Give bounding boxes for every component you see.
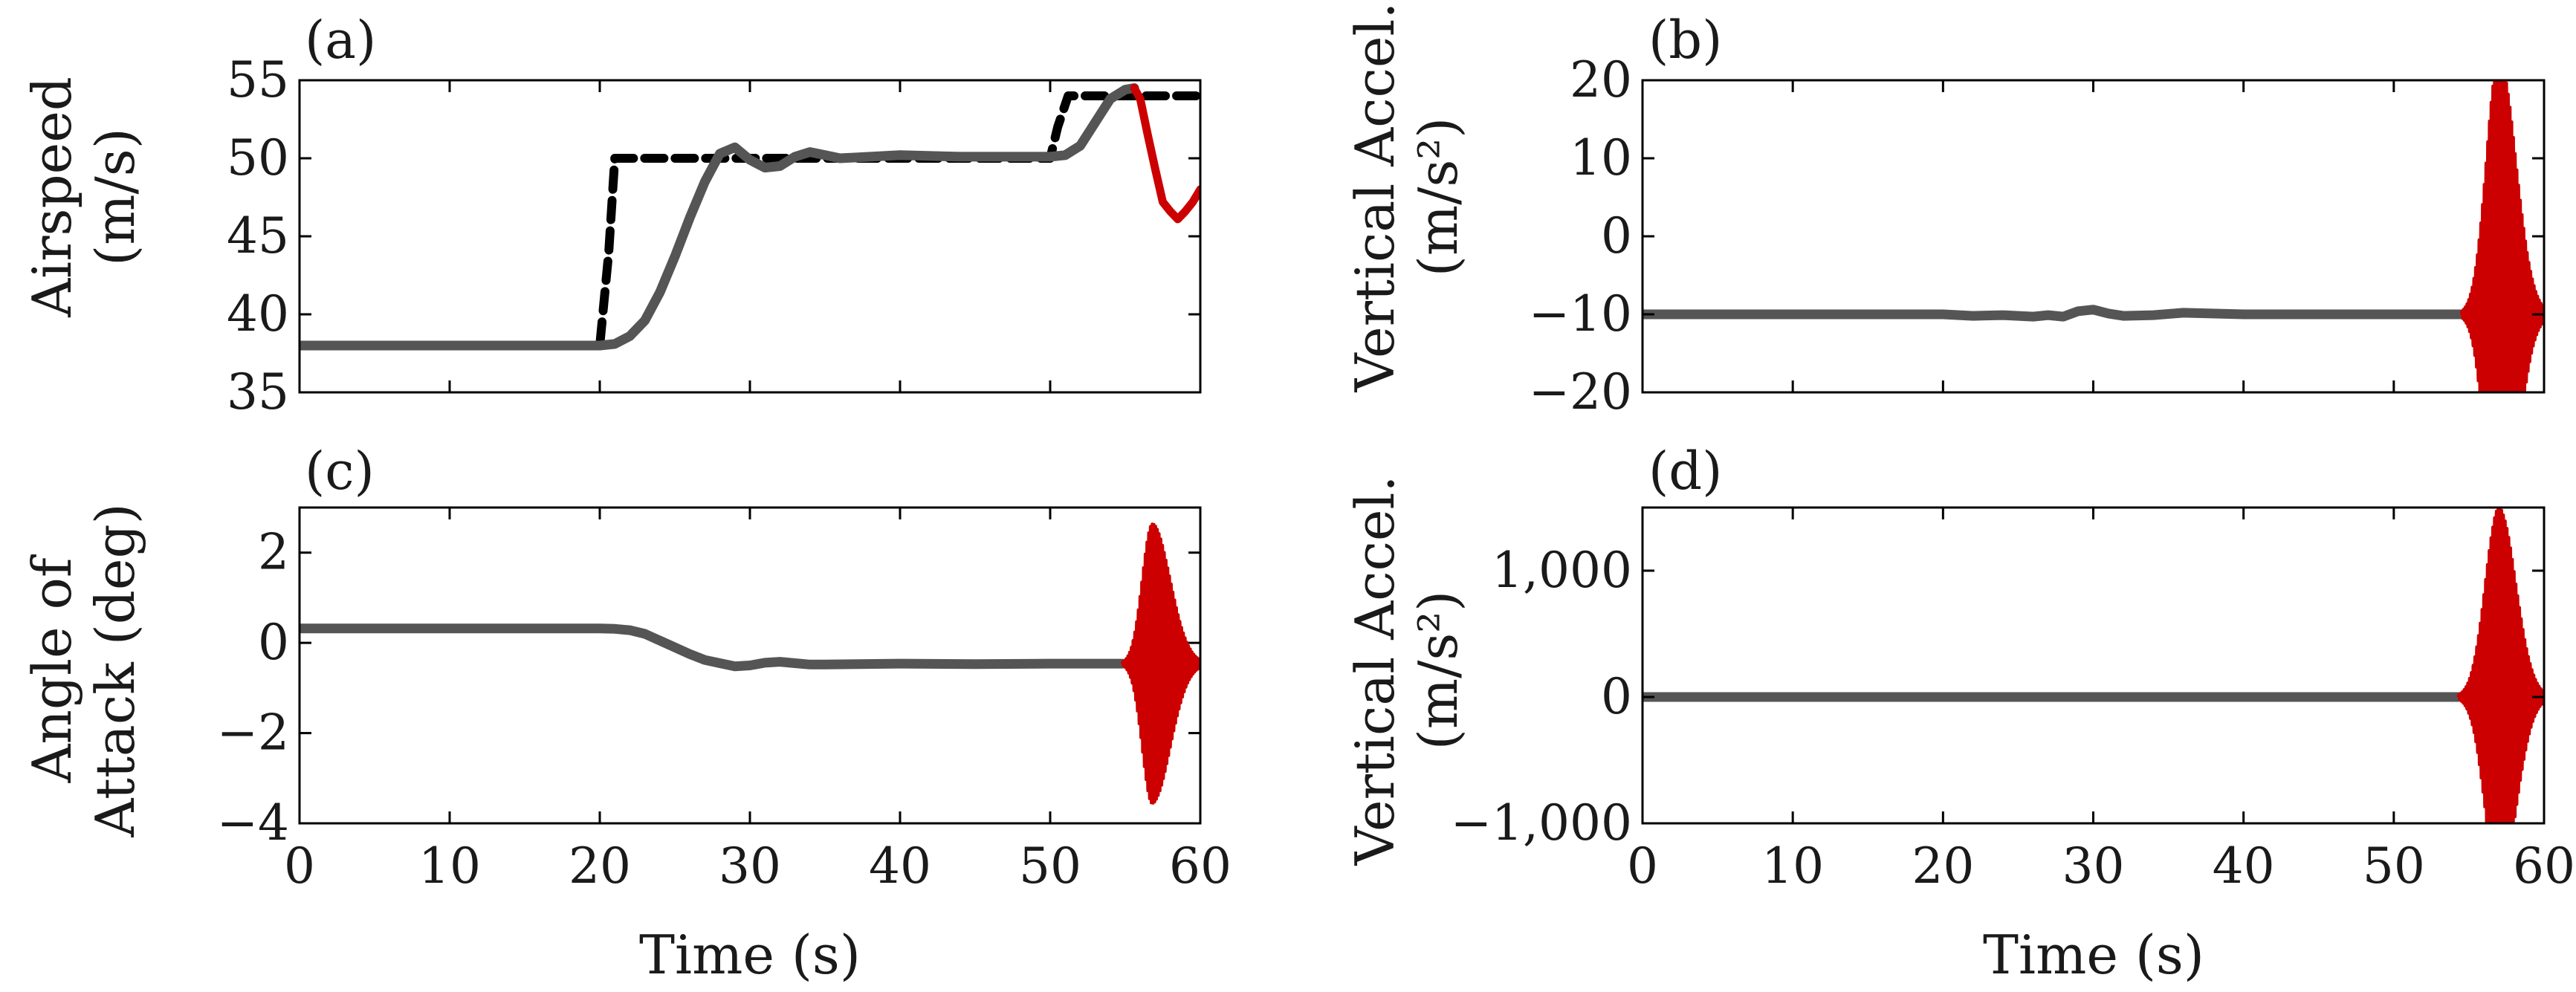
x-tick-label: 30 [2062, 837, 2125, 895]
panel-label: (c) [305, 441, 375, 502]
x-tick-label: 40 [869, 837, 931, 895]
panel-label: (d) [1648, 441, 1722, 502]
y-axis-label-line: Angle of [21, 554, 83, 783]
y-axis-label: Vertical Accel. (m/s²) [1344, 2, 1469, 393]
x-tick-label: 10 [418, 837, 481, 895]
x-tick-label: 30 [719, 837, 781, 895]
panel-label: (b) [1648, 10, 1722, 71]
x-tick-label: 60 [1169, 837, 1232, 895]
y-tick-label: 10 [1570, 129, 1632, 187]
axes-frame [1641, 506, 2546, 825]
series-unstable [2459, 80, 2544, 392]
y-axis-label-line: Vertical Accel. [1344, 476, 1406, 866]
y-tick-label: −4 [217, 794, 289, 852]
series-group [1643, 508, 2544, 823]
x-tick-label: 0 [1627, 837, 1658, 895]
plot-area: −20 −10 0 10 20 [1529, 51, 2546, 421]
plot-area: 35 40 45 50 55 [227, 51, 1202, 421]
y-tick-label: −20 [1529, 363, 1632, 421]
y-axis-label-line: Attack (deg) [84, 503, 146, 837]
y-tick-label: 40 [227, 285, 289, 343]
panel-b: (b) Vertical Accel. (m/s²) −20 −10 0 10 20 [1344, 2, 2546, 421]
y-tick-label: 1,000 [1492, 542, 1632, 599]
y-tick-label: 0 [1601, 207, 1632, 265]
y-axis-label-line: (m/s) [84, 128, 146, 266]
y-tick-label: −2 [217, 704, 289, 762]
y-tick-label: 45 [227, 207, 289, 265]
x-tick-label: 20 [569, 837, 631, 895]
y-axis-label: Angle of Attack (deg) [21, 503, 146, 837]
x-tick-label: 20 [1912, 837, 1974, 895]
x-tick-label: 0 [284, 837, 315, 895]
series-group [300, 83, 1200, 351]
panel-a: (a) Airspeed (m/s) 35 40 45 50 55 [21, 10, 1202, 421]
x-axis-label: Time (s) [1983, 924, 2204, 986]
y-tick-label: 55 [227, 51, 289, 108]
axes-frame [1641, 79, 2546, 394]
series-nominal [300, 623, 1127, 672]
y-axis-label: Vertical Accel. (m/s²) [1344, 476, 1469, 866]
y-axis-label-line: Vertical Accel. [1344, 2, 1406, 393]
series-group [1643, 80, 2544, 392]
panel-label: (a) [305, 10, 376, 71]
x-tick-label: 50 [1019, 837, 1081, 895]
y-tick-label: 50 [227, 129, 289, 187]
y-axis-label-line: Airspeed [21, 77, 83, 318]
y-axis-label: Airspeed (m/s) [21, 77, 146, 318]
series-airspeed [300, 83, 1139, 351]
y-axis-label-line: (m/s²) [1407, 591, 1469, 751]
x-tick-label: 40 [2213, 837, 2275, 895]
y-tick-label: −10 [1529, 285, 1632, 343]
y-tick-label: 0 [258, 614, 289, 671]
y-tick-label: 35 [227, 363, 289, 421]
series-group [300, 522, 1200, 805]
panel-d: (d) Vertical Accel. (m/s²) Time (s) −1,0… [1344, 441, 2575, 986]
y-tick-label: 20 [1570, 51, 1632, 108]
x-tick-label: 60 [2513, 837, 2575, 895]
x-tick-label: 50 [2363, 837, 2425, 895]
y-tick-label: 0 [1601, 668, 1632, 725]
y-tick-label: 2 [258, 524, 289, 581]
series-unstable [1130, 84, 1200, 224]
x-axis-label: Time (s) [639, 924, 861, 986]
panel-c: (c) Angle of Attack (deg) Time (s) −4 −2 0… [21, 441, 1232, 986]
y-tick-label: −1,000 [1451, 794, 1632, 852]
y-axis-label-line: (m/s²) [1407, 117, 1469, 277]
x-tick-label: 10 [1761, 837, 1824, 895]
series-reference [300, 91, 1200, 350]
series-unstable [1121, 522, 1200, 805]
series-unstable [2456, 508, 2544, 823]
series-nominal [1643, 305, 2467, 322]
